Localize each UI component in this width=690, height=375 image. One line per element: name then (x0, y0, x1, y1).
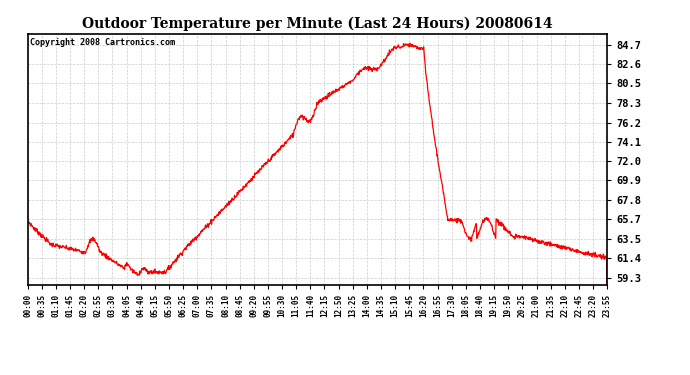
Title: Outdoor Temperature per Minute (Last 24 Hours) 20080614: Outdoor Temperature per Minute (Last 24 … (82, 17, 553, 31)
Text: Copyright 2008 Cartronics.com: Copyright 2008 Cartronics.com (30, 38, 175, 46)
